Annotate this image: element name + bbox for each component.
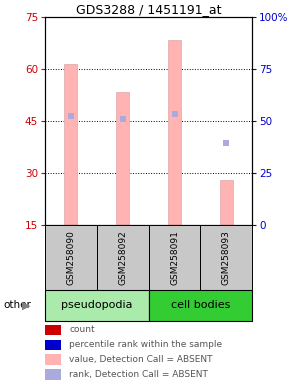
Bar: [148, 290, 252, 321]
Text: ▶: ▶: [22, 300, 30, 310]
Text: rank, Detection Call = ABSENT: rank, Detection Call = ABSENT: [69, 370, 208, 379]
Text: pseudopodia: pseudopodia: [61, 300, 133, 310]
Bar: [148, 225, 200, 290]
Bar: [64, 64, 77, 225]
Bar: [45, 290, 148, 321]
Text: cell bodies: cell bodies: [171, 300, 230, 310]
Bar: [45, 354, 61, 365]
Bar: [168, 40, 181, 225]
Text: other: other: [3, 300, 31, 310]
Text: GSM258091: GSM258091: [170, 230, 179, 285]
Text: GSM258093: GSM258093: [222, 230, 231, 285]
Text: value, Detection Call = ABSENT: value, Detection Call = ABSENT: [69, 355, 213, 364]
Bar: [97, 225, 148, 290]
Title: GDS3288 / 1451191_at: GDS3288 / 1451191_at: [76, 3, 221, 16]
Text: GSM258090: GSM258090: [66, 230, 75, 285]
Bar: [45, 339, 61, 350]
Bar: [220, 180, 233, 225]
Bar: [45, 369, 61, 380]
Text: count: count: [69, 326, 95, 334]
Text: percentile rank within the sample: percentile rank within the sample: [69, 340, 222, 349]
Bar: [200, 225, 252, 290]
Bar: [116, 92, 129, 225]
Bar: [45, 324, 61, 335]
Text: GSM258092: GSM258092: [118, 230, 127, 285]
Bar: [45, 225, 97, 290]
